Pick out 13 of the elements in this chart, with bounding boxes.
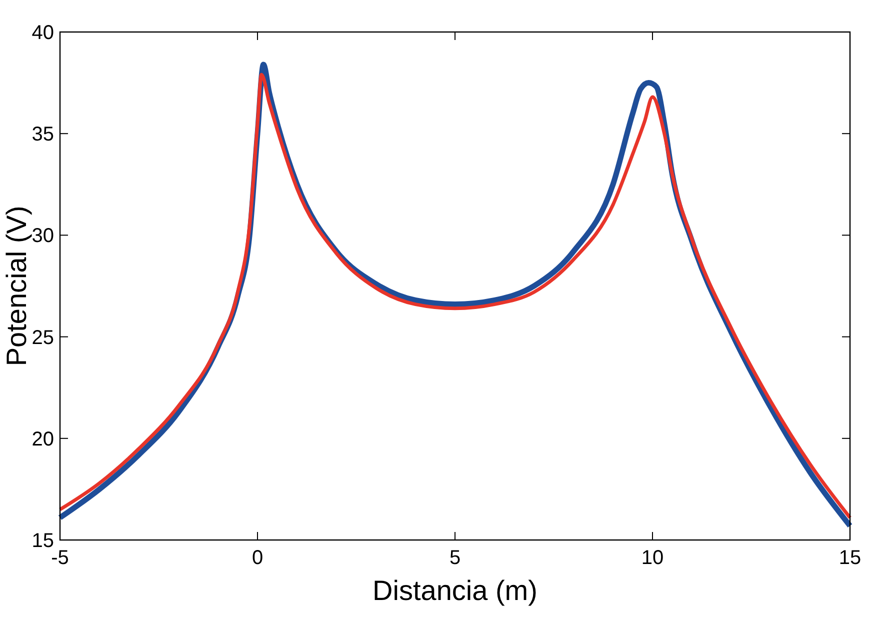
y-axis-title: Potencial (V) [1,206,32,366]
x-tick-label: -5 [51,547,69,569]
x-tick-label: 0 [252,547,264,569]
y-tick-label: 40 [32,22,54,44]
y-tick-label: 20 [32,428,54,450]
y-tick-label: 15 [32,530,54,552]
x-tick-label: 15 [838,547,862,569]
x-axis-title: Distancia (m) [372,575,538,606]
x-tick-label: 10 [641,547,664,569]
y-tick-label: 35 [32,124,54,146]
y-tick-label: 30 [32,225,54,248]
y-tick-label: 25 [32,326,54,349]
x-tick-label: 5 [449,547,461,569]
